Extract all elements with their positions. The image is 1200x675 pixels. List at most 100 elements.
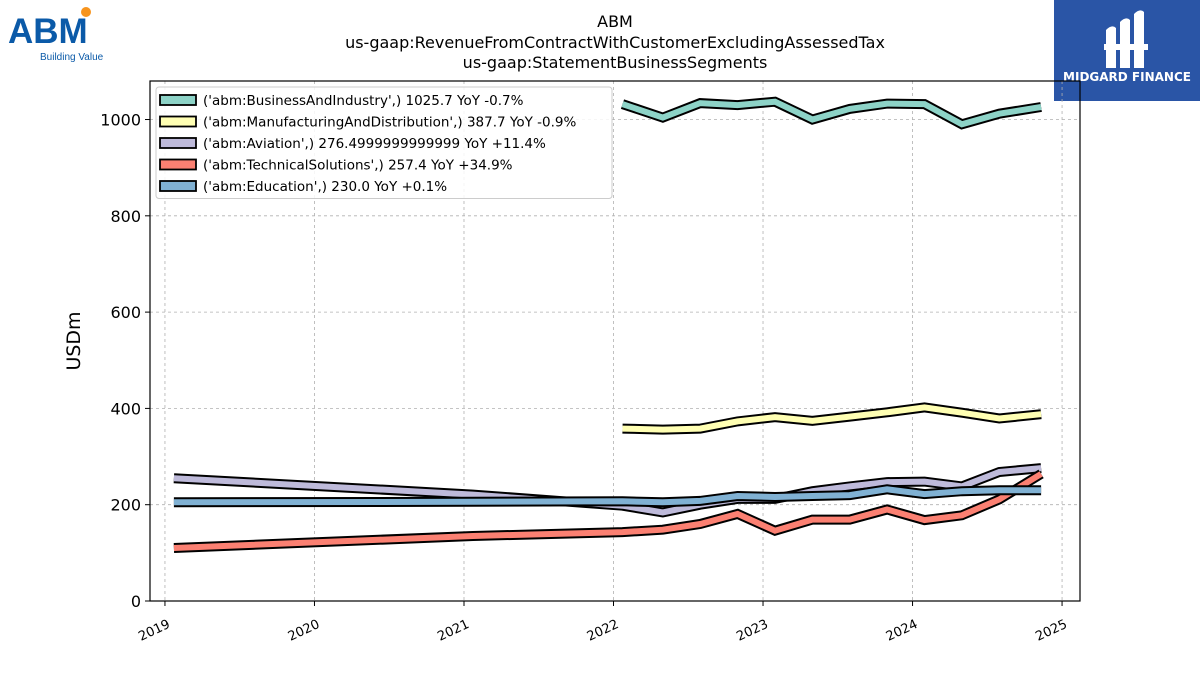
legend-swatch — [159, 158, 197, 171]
series-point — [923, 102, 927, 106]
y-tick-label: 200 — [110, 496, 141, 515]
legend-entry: ('abm:ManufacturingAndDistribution',) 38… — [203, 115, 576, 131]
series-point — [773, 495, 777, 499]
series-point — [810, 118, 814, 122]
series-point — [661, 116, 665, 120]
series-5 — [172, 484, 1043, 508]
series-point — [885, 480, 889, 484]
series-2 — [621, 402, 1043, 435]
series-point — [698, 101, 702, 105]
x-axis: 2019 2020 2021 2022 2023 2024 2025 — [136, 601, 1070, 645]
series-point — [736, 494, 740, 498]
series-point — [923, 518, 927, 522]
y-axis-label: USDm — [63, 311, 85, 370]
series-point — [661, 428, 665, 432]
y-axis: 0 200 400 600 800 1000 — [100, 111, 150, 611]
y-tick-label: 600 — [110, 303, 141, 322]
chart-title-line-2: us-gaap:RevenueFromContractWithCustomerE… — [345, 33, 885, 52]
series-point — [736, 512, 740, 516]
y-tick-label: 800 — [110, 207, 141, 226]
series-line — [173, 486, 1042, 506]
abm-logo-dot — [81, 7, 91, 17]
series-line — [622, 404, 1042, 433]
series-point — [1039, 412, 1043, 416]
series-point — [848, 415, 852, 419]
series-point — [848, 493, 852, 497]
series-point — [661, 528, 665, 532]
series-point — [848, 484, 852, 488]
x-tick-label: 2023 — [734, 617, 770, 645]
series-point — [810, 518, 814, 522]
midgard-finance-name: MIDGARD FINANCE — [1063, 70, 1191, 84]
legend-swatch — [159, 180, 197, 192]
series-point — [923, 480, 927, 484]
series-point — [172, 500, 176, 504]
series-point — [471, 493, 475, 497]
series-point — [1039, 105, 1043, 109]
series-point — [172, 476, 176, 480]
series-point — [960, 513, 964, 517]
y-tick-label: 1000 — [100, 111, 141, 130]
series-point — [1039, 472, 1043, 476]
legend-entry: ('abm:Education',) 230.0 YoY +0.1% — [203, 179, 447, 195]
x-tick-label: 2021 — [435, 617, 471, 645]
series-point — [471, 500, 475, 504]
series-point — [997, 470, 1001, 474]
series-point — [471, 534, 475, 538]
series-point — [923, 492, 927, 496]
legend-swatch — [159, 115, 197, 128]
series-point — [885, 487, 889, 491]
x-tick-label: 2020 — [286, 617, 322, 645]
series-point — [773, 100, 777, 104]
abm-logo-tagline: Building Value — [40, 52, 104, 63]
series-point — [1039, 488, 1043, 492]
series-point — [736, 419, 740, 423]
series-point — [885, 508, 889, 512]
series-point — [997, 112, 1001, 116]
x-tick-label: 2025 — [1033, 617, 1069, 645]
series-point — [698, 522, 702, 526]
series-point — [621, 499, 625, 503]
legend-swatch — [159, 94, 197, 106]
series-point — [885, 410, 889, 414]
series-point — [661, 500, 665, 504]
chart-title-line-3: us-gaap:StatementBusinessSegments — [463, 53, 768, 72]
series-point — [736, 103, 740, 107]
chart-title: ABM us-gaap:RevenueFromContractWithCusto… — [345, 12, 885, 72]
legend-box — [155, 86, 613, 199]
abm-logo: ABM Building Value — [6, 6, 116, 66]
series-point — [773, 529, 777, 533]
series-1 — [620, 96, 1043, 130]
x-tick-label: 2024 — [884, 617, 920, 645]
series-point — [621, 427, 625, 431]
abm-logo-wordmark: ABM — [8, 12, 88, 51]
series-point — [885, 102, 889, 106]
legend-entry: ('abm:BusinessAndIndustry',) 1025.7 YoY … — [203, 93, 524, 109]
series-point — [621, 102, 625, 106]
y-tick-label: 0 — [131, 592, 141, 611]
series-point — [1039, 466, 1043, 470]
series-group — [172, 96, 1044, 553]
legend: ('abm:BusinessAndIndustry',) 1025.7 YoY … — [155, 86, 613, 199]
series-point — [698, 427, 702, 431]
series-point — [848, 518, 852, 522]
series-point — [698, 499, 702, 503]
series-point — [810, 494, 814, 498]
legend-entry: ('abm:Aviation',) 276.4999999999999 YoY … — [203, 136, 546, 152]
x-tick-label: 2022 — [585, 617, 621, 645]
plot-frame — [149, 80, 1081, 602]
series-point — [960, 411, 964, 415]
midgard-finance-logo: MIDGARD FINANCE — [1054, 0, 1200, 101]
midgard-finance-mark-icon — [1104, 10, 1148, 68]
series-point — [848, 107, 852, 111]
series-point — [923, 405, 927, 409]
series-point — [810, 419, 814, 423]
series-point — [773, 415, 777, 419]
chart-title-line-1: ABM — [597, 12, 633, 31]
series-point — [997, 497, 1001, 501]
legend-entry: ('abm:TechnicalSolutions',) 257.4 YoY +3… — [203, 158, 513, 174]
series-point — [621, 530, 625, 534]
series-line — [621, 98, 1042, 128]
y-tick-label: 400 — [110, 399, 141, 418]
